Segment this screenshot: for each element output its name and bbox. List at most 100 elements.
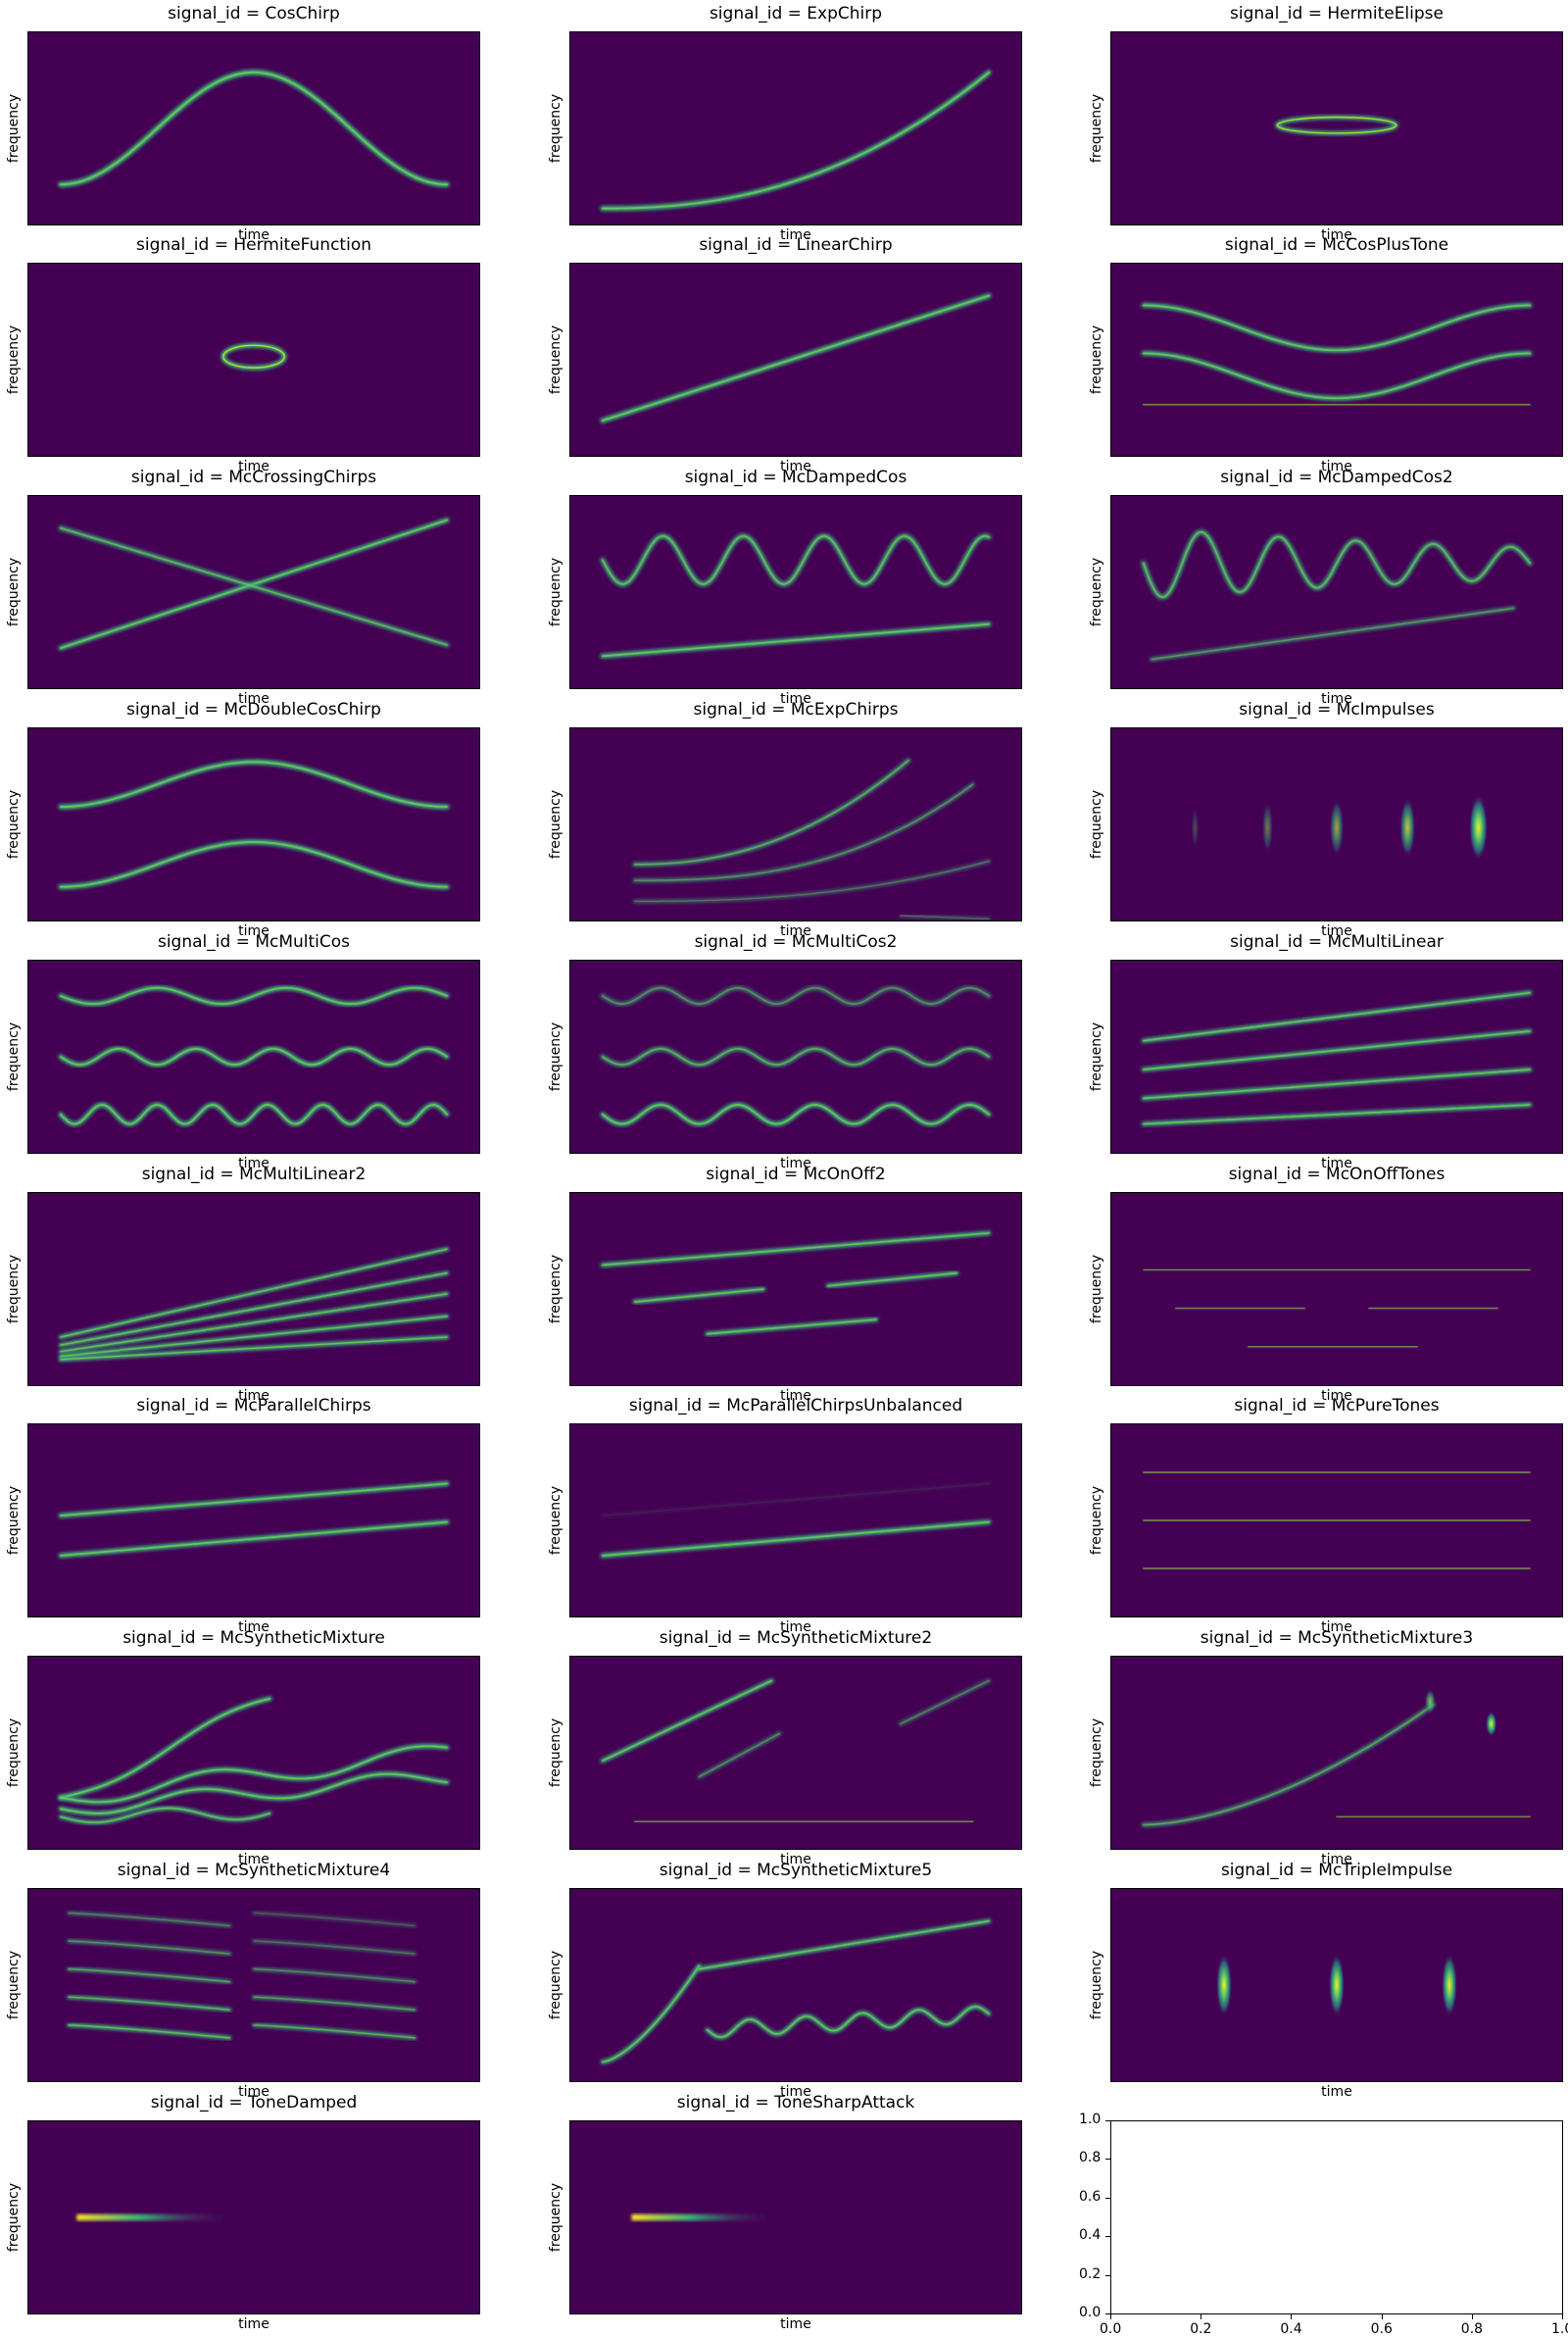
y-axis-label: frequency bbox=[1089, 324, 1104, 395]
spectrogram-svg bbox=[1141, 990, 1533, 1126]
mixture2-chirp-3-core bbox=[900, 1679, 990, 1725]
mixture5-exp bbox=[600, 1964, 702, 2064]
x-axis-label: time bbox=[238, 1388, 270, 1404]
mixture3-chirp-core bbox=[1143, 1704, 1435, 1826]
x-axis-label: time bbox=[1321, 459, 1352, 474]
y-axis-label: frequency bbox=[548, 1485, 564, 1556]
spectrogram-svg bbox=[1141, 1688, 1533, 1827]
y-axis-label: frequency bbox=[6, 1717, 22, 1788]
y-axis-label: frequency bbox=[6, 789, 22, 860]
multicos2-1 bbox=[600, 985, 992, 1007]
mixture2-chirp-1-core bbox=[602, 1679, 773, 1762]
spectrogram-plot-area bbox=[1110, 1192, 1563, 1386]
spectrogram-plot-area bbox=[1110, 495, 1563, 689]
panel-title: signal_id = McPureTones bbox=[1234, 1396, 1440, 1416]
y-axis-label: frequency bbox=[6, 2182, 22, 2253]
expchirp-curve bbox=[600, 70, 992, 212]
y-axis-label: frequency bbox=[548, 1950, 564, 2020]
x-axis-label: time bbox=[238, 1852, 270, 1867]
spectrogram-plot-area bbox=[27, 263, 480, 457]
exp-chirp-3-core bbox=[634, 860, 990, 903]
x-tick-mark bbox=[1110, 2314, 1111, 2319]
mixture4-left-3-core bbox=[68, 1967, 231, 1983]
exp-chirp-1 bbox=[632, 758, 911, 868]
y-axis-label: frequency bbox=[1089, 557, 1104, 627]
multicos-3-core bbox=[59, 1104, 449, 1125]
x-axis-label: time bbox=[1321, 1156, 1352, 1171]
y-axis-label: frequency bbox=[6, 1021, 22, 1092]
mixture5-linear-core bbox=[698, 1919, 990, 1970]
mixture4-right-1-core bbox=[253, 1912, 416, 1927]
onoff-top-core bbox=[602, 1232, 990, 1267]
spectrogram-svg bbox=[1215, 1953, 1458, 2017]
x-axis-label: time bbox=[780, 1852, 811, 1867]
x-axis-label: time bbox=[780, 691, 811, 707]
mixture2-chirp-3 bbox=[898, 1678, 992, 1726]
spectrogram-plot-area bbox=[27, 1656, 480, 1850]
mixture-cos-1-core bbox=[59, 1745, 449, 1804]
y-tick-mark bbox=[1105, 2274, 1110, 2276]
spectrogram-svg bbox=[600, 1230, 992, 1337]
mixture3-chirp bbox=[1141, 1702, 1436, 1827]
x-axis-label: time bbox=[238, 227, 270, 243]
mixture2-chirp-2 bbox=[697, 1731, 782, 1779]
spectrogram-svg bbox=[631, 2213, 780, 2221]
spectrogram-svg bbox=[58, 518, 450, 651]
panel-title: signal_id = ToneDamped bbox=[150, 2093, 358, 2113]
mixture4-right-2 bbox=[251, 1938, 417, 1957]
panel-title: signal_id = ToneSharpAttack bbox=[676, 2093, 915, 2113]
onoff-bottom-core bbox=[706, 1318, 877, 1335]
spectrogram-plot-area bbox=[569, 960, 1022, 1154]
panel-title: signal_id = McParallelChirps bbox=[136, 1396, 371, 1416]
spectrogram-svg bbox=[58, 1696, 450, 1825]
mixture4-right-5-core bbox=[253, 2024, 416, 2039]
spectrogram-svg bbox=[76, 2213, 238, 2221]
x-axis-label: time bbox=[780, 459, 811, 474]
onoff-mid-left-core bbox=[633, 1288, 764, 1303]
spectrogram-plot-area bbox=[569, 31, 1022, 225]
y-axis-label: frequency bbox=[6, 557, 22, 627]
panel-title: signal_id = McMultiCos bbox=[157, 932, 351, 952]
multilinear2-5-core bbox=[60, 1336, 448, 1361]
triple-impulse-3 bbox=[1441, 1953, 1458, 2017]
x-tick-label: 0.2 bbox=[1190, 2321, 1212, 2337]
x-tick-label: 0.0 bbox=[1100, 2321, 1122, 2337]
spectrogram-svg bbox=[66, 1911, 417, 2041]
panel-title: signal_id = LinearChirp bbox=[699, 235, 893, 255]
y-axis-label: frequency bbox=[548, 789, 564, 860]
panel-title: signal_id = HermiteFunction bbox=[135, 235, 372, 255]
y-tick-mark bbox=[1105, 2236, 1110, 2238]
damped-tone-ridge bbox=[631, 2213, 780, 2221]
spectrogram-plot-area bbox=[27, 31, 480, 225]
parallel-unbalanced-weak-core bbox=[602, 1482, 990, 1517]
mixture3-impulse-1 bbox=[1424, 1688, 1437, 1715]
y-axis-label: frequency bbox=[6, 93, 22, 164]
x-tick-label: 1.0 bbox=[1551, 2321, 1568, 2337]
cos-component-2-core bbox=[1142, 352, 1532, 400]
spectrogram-svg bbox=[58, 985, 450, 1127]
panel-title: signal_id = McExpChirps bbox=[693, 700, 899, 720]
spectrogram-plot-area bbox=[569, 495, 1022, 689]
x-axis-label: time bbox=[238, 459, 270, 474]
y-axis-label: frequency bbox=[1089, 93, 1104, 164]
mixture4-right-4-core bbox=[253, 1996, 416, 2012]
y-axis-label: frequency bbox=[1089, 1021, 1104, 1092]
mixture4-right-5 bbox=[251, 2022, 417, 2041]
x-tick-label: 0.4 bbox=[1280, 2321, 1302, 2337]
exp-chirp-4-core bbox=[900, 915, 990, 920]
y-axis-label: frequency bbox=[548, 93, 564, 164]
multilinear-1-core bbox=[1143, 991, 1531, 1042]
exp-chirp-1-core bbox=[633, 759, 909, 866]
y-axis-label: frequency bbox=[6, 1485, 22, 1556]
multicos2-3-core bbox=[601, 1104, 991, 1125]
x-axis-label: time bbox=[780, 923, 811, 939]
spectrogram-plot-area bbox=[1110, 960, 1563, 1154]
triple-impulse-1 bbox=[1215, 1953, 1233, 2017]
y-tick-mark bbox=[1105, 2159, 1110, 2161]
parallel-chirp-1-core bbox=[59, 1482, 449, 1517]
panel-title: signal_id = McSyntheticMixture3 bbox=[1200, 1628, 1474, 1648]
x-axis-label: time bbox=[1321, 2084, 1352, 2100]
spectrogram-plot-area bbox=[1110, 1423, 1563, 1617]
spectrogram-plot-area bbox=[27, 1888, 480, 2082]
